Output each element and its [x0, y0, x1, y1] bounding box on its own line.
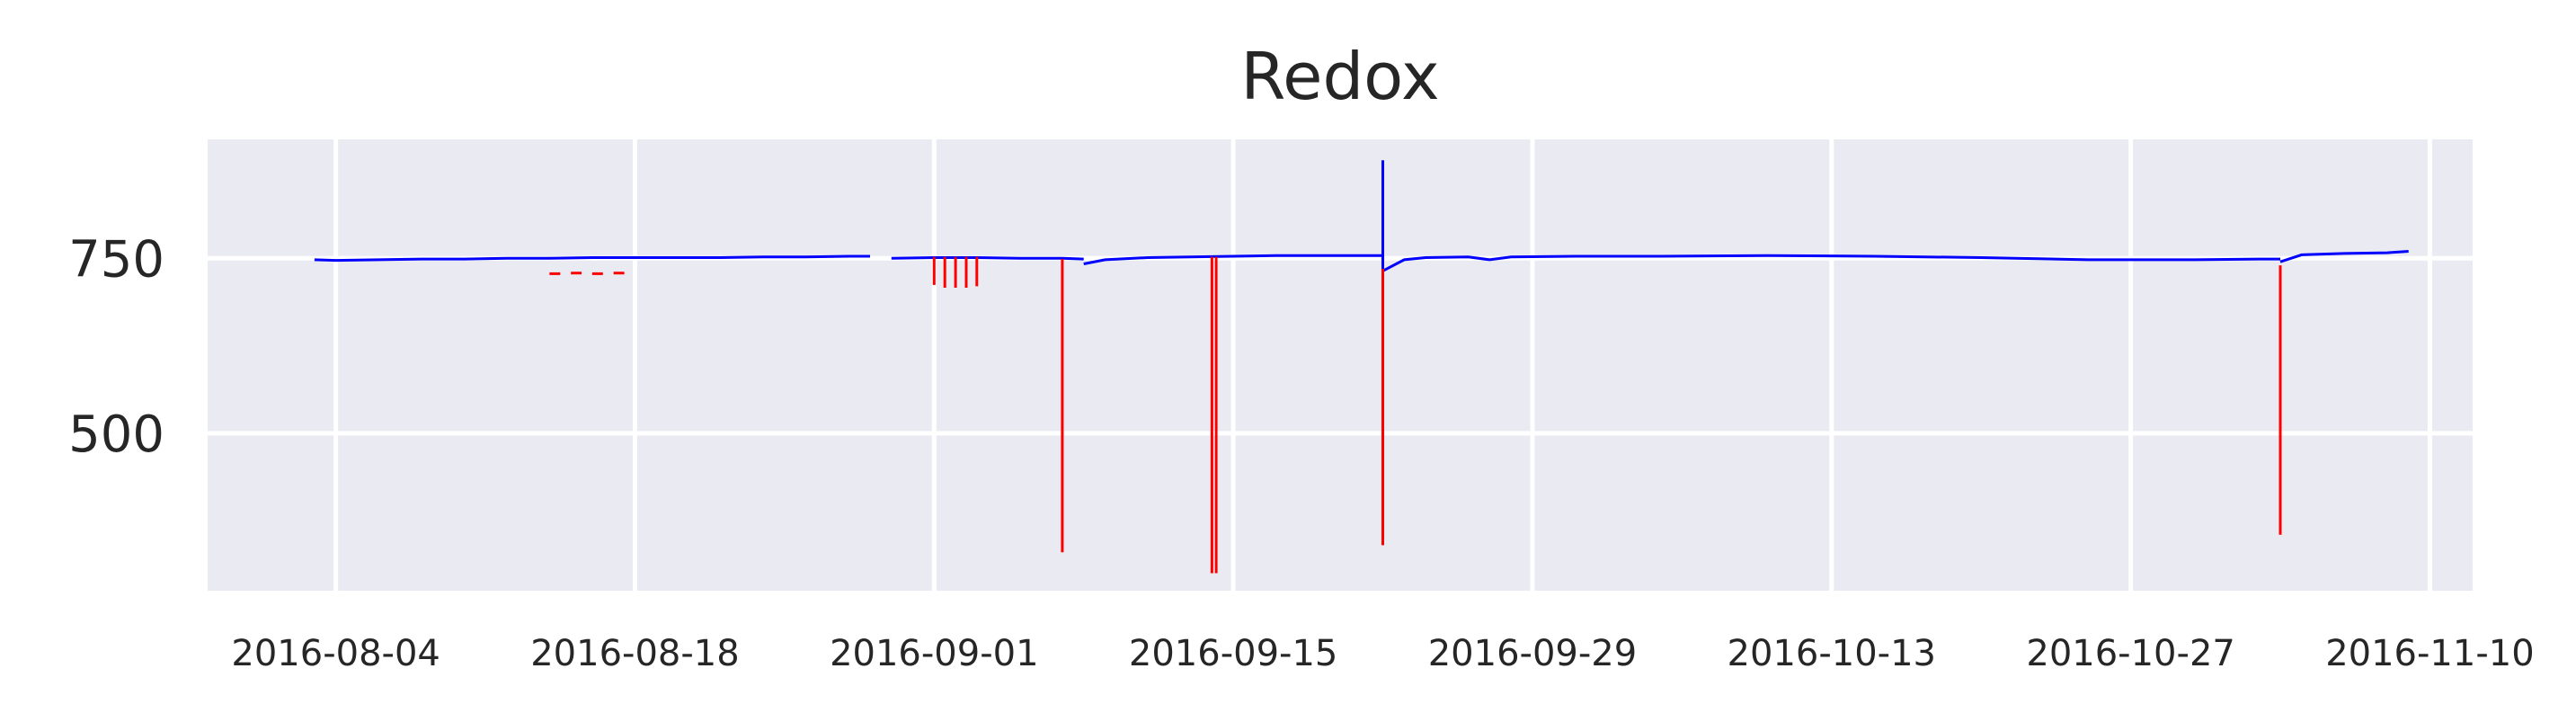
series-line-normal — [2279, 250, 2409, 263]
chart-title: Redox — [1240, 39, 1439, 114]
series-line-normal — [1381, 254, 2280, 272]
x-tick-label: 2016-09-01 — [830, 633, 1038, 674]
x-tick-label: 2016-09-15 — [1129, 633, 1337, 674]
x-tick-labels: 2016-08-04 2016-08-18 2016-09-01 2016-09-15… — [231, 633, 2534, 674]
x-tick-label: 2016-10-13 — [1728, 633, 1936, 674]
x-tick-label: 2016-08-04 — [231, 633, 440, 674]
x-tick-label: 2016-10-27 — [2026, 633, 2234, 674]
x-tick-label: 2016-08-18 — [530, 633, 739, 674]
plot-area — [208, 139, 2473, 591]
x-tick-label: 2016-09-29 — [1428, 633, 1637, 674]
series-line-normal — [1083, 254, 1383, 265]
y-tick-label: 500 — [68, 406, 164, 464]
x-tick-label: 2016-11-10 — [2325, 633, 2534, 674]
series-line-normal — [891, 256, 1084, 261]
y-tick-labels: 500 750 — [68, 230, 164, 464]
series-line-normal — [314, 254, 870, 263]
data-series — [314, 160, 2409, 574]
y-tick-label: 750 — [68, 230, 164, 289]
